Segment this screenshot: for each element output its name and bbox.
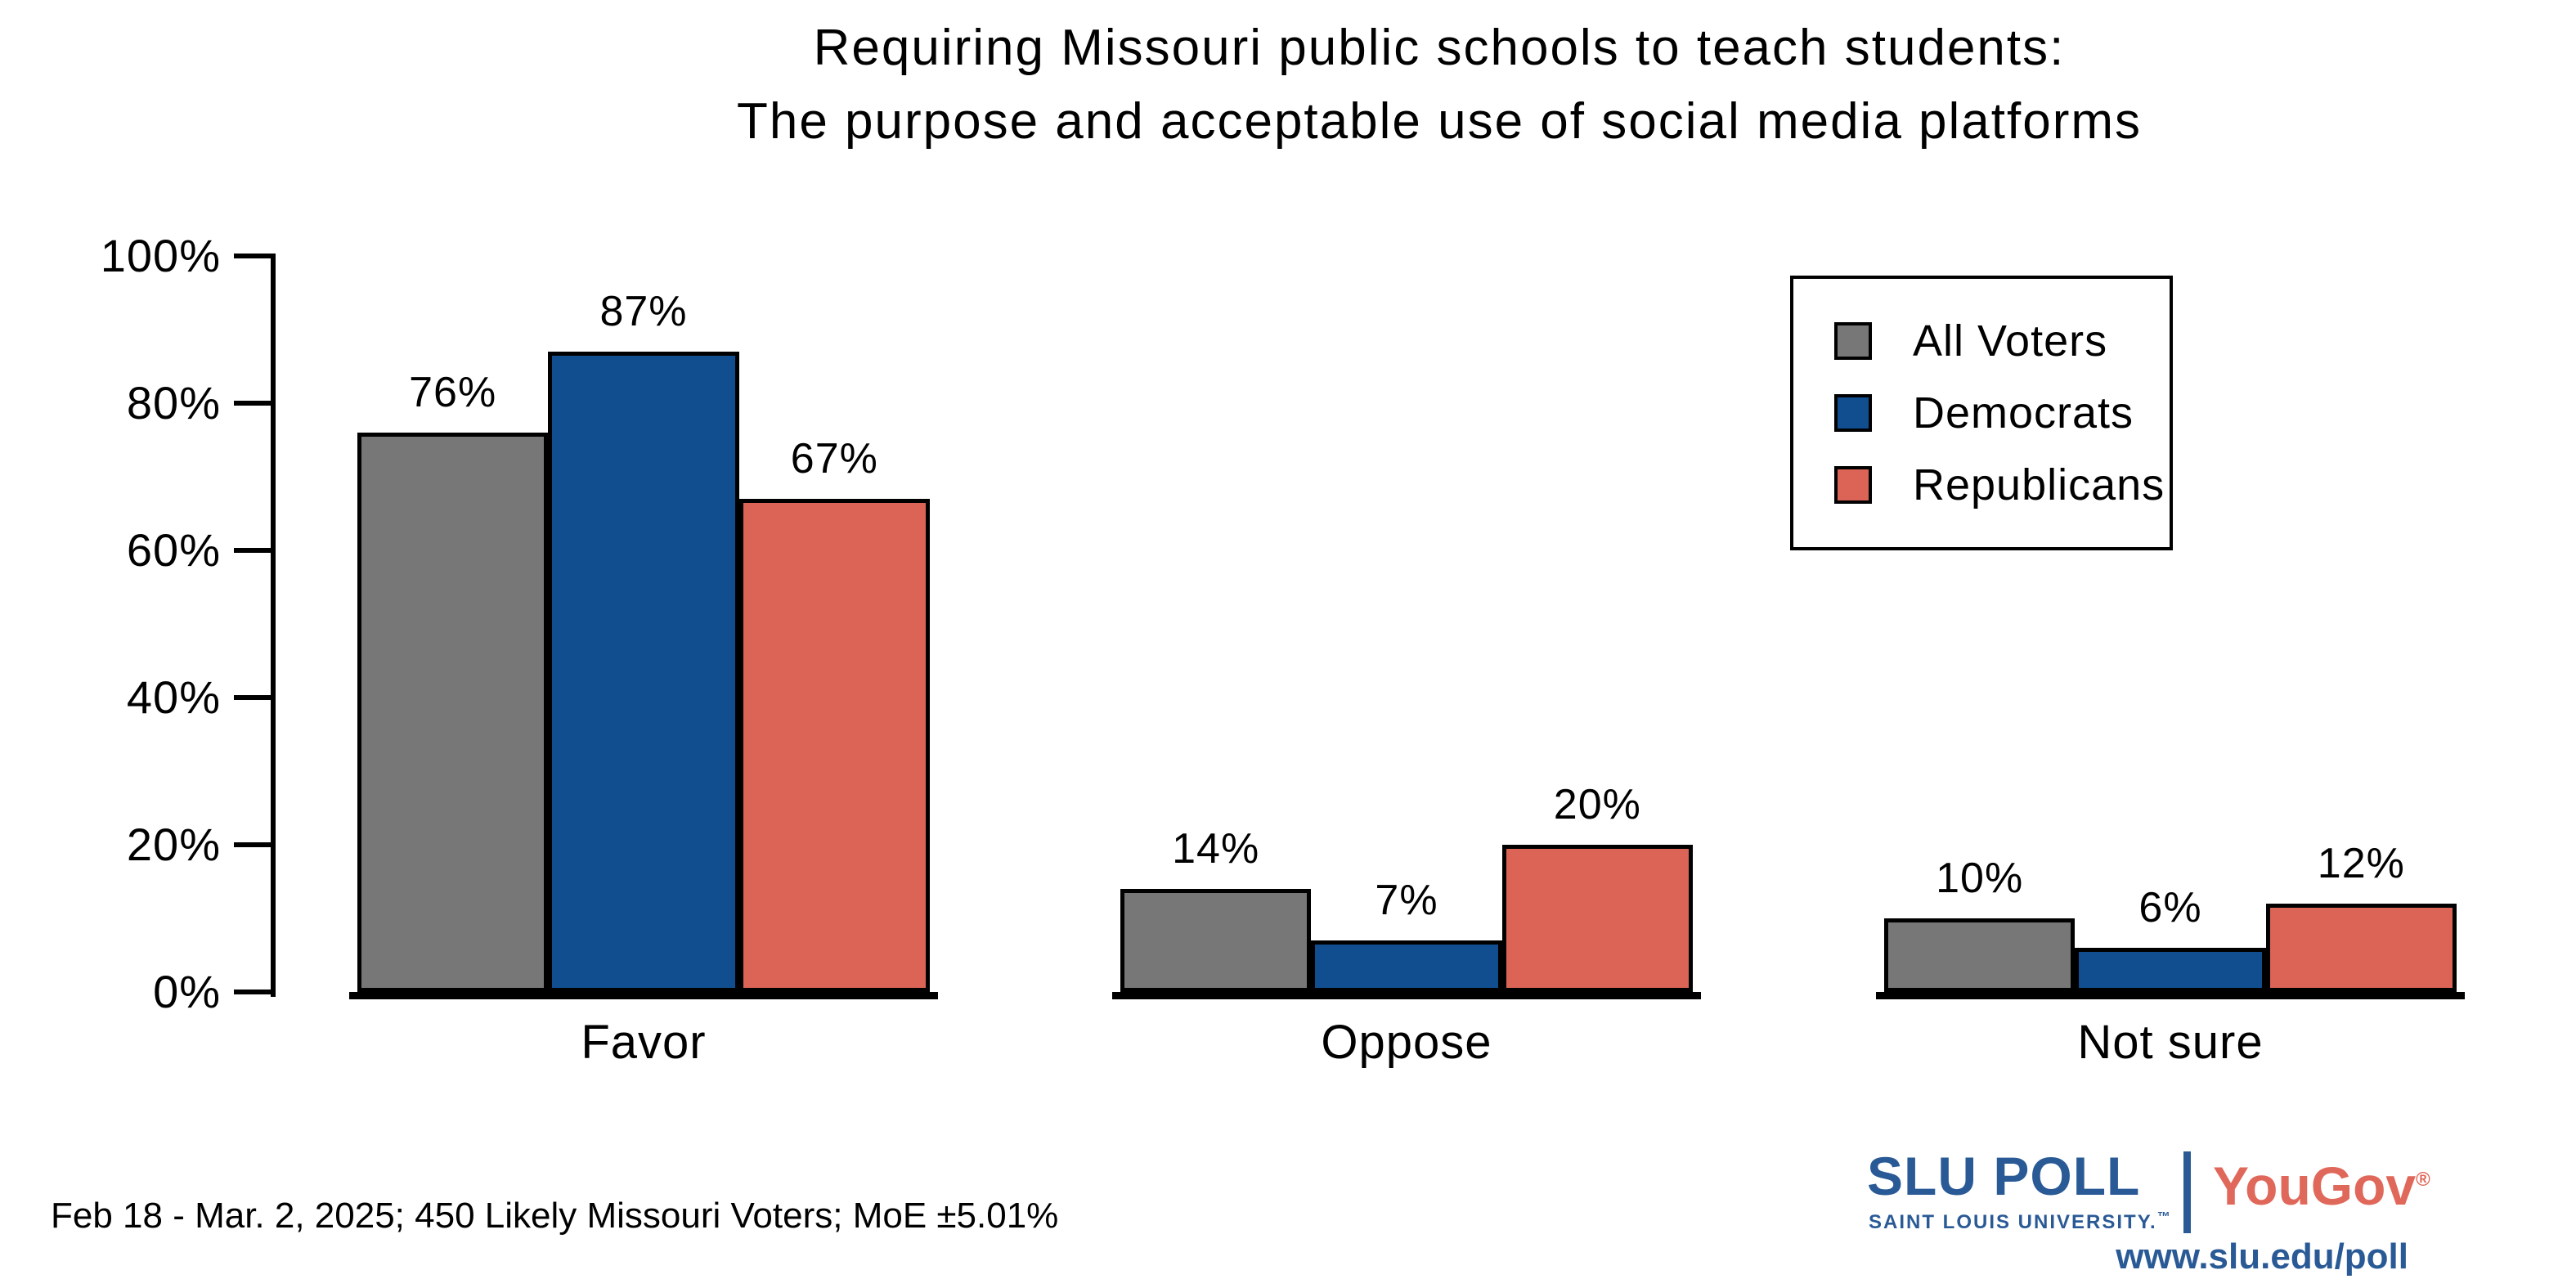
slu-poll-logo-text: SLU POLL (1867, 1146, 2141, 1206)
bar-value-not-sure-all-voters: 10% (1936, 855, 2024, 902)
yougov-logo: YouGov® (2213, 1155, 2430, 1217)
legend-swatch-republicans (1834, 466, 1872, 504)
bar-value-not-sure-democrats: 6% (2138, 884, 2202, 931)
legend-label-democrats: Democrats (1913, 388, 2134, 438)
bar-favor-democrats (548, 352, 739, 992)
legend-swatch-democrats (1834, 394, 1872, 432)
legend: All Voters Democrats Republicans (1790, 276, 2173, 550)
yougov-logo-text: YouGov (2213, 1156, 2417, 1216)
footnote: Feb 18 - Mar. 2, 2025; 450 Likely Missou… (51, 1196, 1059, 1236)
y-axis-tick-40 (234, 695, 276, 700)
baseline-oppose (1112, 992, 1701, 999)
logo-divider (2183, 1151, 2191, 1233)
baseline-not-sure (1876, 992, 2465, 999)
y-axis-tick-60 (234, 548, 276, 553)
bar-value-favor-democrats: 87% (599, 288, 688, 335)
trademark-symbol: ™ (2156, 1210, 2172, 1224)
chart-title-line1: Requiring Missouri public schools to tea… (813, 20, 2066, 76)
bar-oppose-all-voters (1120, 889, 1312, 992)
bar-oppose-republicans (1501, 845, 1693, 992)
y-axis-tick-20 (234, 842, 276, 847)
legend-item-democrats: Democrats (1834, 388, 2170, 438)
legend-swatch-all-voters (1834, 322, 1872, 360)
category-label-not-sure: Not sure (2077, 1016, 2264, 1069)
y-axis-label-60: 60% (126, 524, 221, 576)
chart-title-line2: The purpose and acceptable use of social… (736, 93, 2143, 150)
baseline-favor (349, 992, 938, 999)
y-axis-tick-0 (234, 990, 276, 994)
bar-value-favor-republicans: 67% (790, 435, 878, 482)
y-axis-line (271, 254, 276, 997)
legend-item-republicans: Republicans (1834, 460, 2170, 510)
bar-value-oppose-republicans: 20% (1553, 781, 1641, 828)
category-label-favor: Favor (581, 1016, 707, 1069)
y-axis-label-80: 80% (126, 377, 221, 429)
bar-value-not-sure-republicans: 12% (2317, 840, 2405, 887)
bar-not-sure-all-voters (1884, 918, 2076, 992)
bar-not-sure-democrats (2075, 948, 2266, 992)
slu-poll-logo: SLU POLL (1867, 1145, 2140, 1207)
registered-symbol: ® (2416, 1169, 2430, 1191)
y-axis-tick-80 (234, 401, 276, 406)
slu-poll-url: www.slu.edu/poll (2116, 1236, 2408, 1277)
bar-favor-republicans (738, 499, 930, 992)
bar-oppose-democrats (1311, 940, 1502, 992)
bar-not-sure-republicans (2265, 904, 2457, 992)
legend-label-republicans: Republicans (1913, 460, 2165, 509)
bar-value-oppose-all-voters: 14% (1172, 825, 1260, 873)
y-axis-tick-100 (234, 254, 276, 258)
legend-item-all-voters: All Voters (1834, 316, 2170, 366)
y-axis-label-20: 20% (126, 819, 221, 870)
y-axis-label-0: 0% (153, 966, 221, 1017)
y-axis-label-40: 40% (126, 671, 221, 723)
bar-value-oppose-democrats: 7% (1375, 877, 1438, 924)
category-label-oppose: Oppose (1321, 1016, 1492, 1069)
bar-value-favor-all-voters: 76% (409, 369, 497, 416)
chart-title: Requiring Missouri public schools to tea… (303, 11, 2576, 159)
y-axis-label-100: 100% (100, 230, 221, 281)
legend-label-all-voters: All Voters (1913, 316, 2108, 366)
bar-favor-all-voters (357, 433, 549, 992)
slu-university-logo-text: SAINT LOUIS UNIVERSITY.™ (1869, 1210, 2172, 1233)
